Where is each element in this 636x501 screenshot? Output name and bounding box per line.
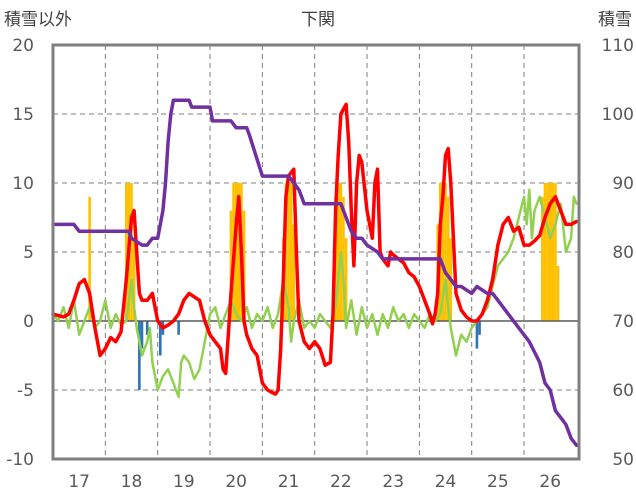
blue-bar	[475, 321, 479, 349]
y-left-tick-label: 20	[12, 36, 34, 56]
x-tick-label: 18	[121, 472, 143, 492]
orange-bar	[130, 183, 133, 321]
orange-bar	[344, 238, 348, 321]
orange-bar	[548, 183, 552, 321]
orange-bar	[556, 265, 560, 321]
y-left-tick-label: 5	[23, 243, 34, 263]
green-line	[51, 188, 578, 399]
blue-bar	[177, 321, 180, 335]
plot-frame	[51, 43, 581, 461]
y-left-tick-label: 10	[12, 174, 34, 194]
y-right-tick-label: 70	[612, 312, 634, 332]
orange-bar	[342, 196, 345, 321]
orange-bar	[543, 183, 547, 321]
blue-bar-series	[138, 321, 481, 390]
orange-bar	[292, 224, 296, 321]
x-tick-label: 24	[435, 472, 457, 492]
red-line	[51, 102, 579, 396]
orange-bar	[441, 183, 445, 321]
x-tick-label: 25	[487, 472, 509, 492]
orange-bar	[444, 183, 447, 321]
y-left-tick-label: -10	[6, 450, 34, 470]
x-ticks: 17 18 19 20 21 22 23 24 25 26	[68, 472, 561, 492]
orange-bar	[289, 183, 293, 321]
line-series	[51, 98, 579, 447]
y-right-tick-label: 60	[612, 381, 634, 401]
blue-bar	[478, 321, 481, 335]
y-right-ticks: 110 100 90 80 70 60 50	[602, 36, 634, 470]
y-left-tick-label: 15	[12, 105, 34, 125]
y-left-axis-label: 積雪以外	[4, 10, 72, 30]
orange-bar	[287, 183, 290, 321]
chart-title: 下関	[301, 10, 335, 30]
y-left-tick-label: -5	[17, 381, 34, 401]
orange-bar	[88, 196, 91, 321]
x-tick-label: 22	[330, 472, 352, 492]
orange-bar	[234, 183, 238, 321]
x-tick-label: 21	[278, 472, 300, 492]
y-left-tick-label: 0	[23, 312, 34, 332]
y-right-tick-label: 50	[612, 450, 634, 470]
orange-bar	[554, 183, 557, 321]
orange-bar	[124, 183, 128, 321]
orange-bar	[446, 196, 450, 321]
y-right-tick-label: 90	[612, 174, 634, 194]
blue-bar	[140, 321, 144, 349]
y-right-axis-label: 積雪	[598, 10, 632, 30]
y-right-tick-label: 80	[612, 243, 634, 263]
blue-bar	[145, 321, 149, 335]
grid	[52, 45, 579, 459]
orange-bar	[551, 183, 555, 321]
orange-bar	[132, 238, 136, 321]
orange-bar	[336, 183, 340, 321]
x-tick-label: 19	[173, 472, 195, 492]
blue-bar	[138, 321, 141, 390]
y-left-ticks: 20 15 10 5 0 -5 -10	[6, 36, 34, 470]
x-tick-label: 20	[225, 472, 247, 492]
orange-bar	[546, 183, 549, 321]
y-right-tick-label: 110	[602, 36, 634, 56]
blue-bar	[158, 321, 162, 356]
x-tick-label: 17	[68, 472, 90, 492]
x-tick-label: 23	[382, 472, 404, 492]
y-right-tick-label: 100	[602, 105, 634, 125]
orange-bar	[541, 196, 544, 321]
orange-bar	[242, 210, 246, 321]
purple-line	[51, 98, 579, 447]
orange-bar	[237, 183, 241, 321]
plot-border	[51, 43, 581, 461]
orange-bar	[229, 210, 233, 321]
x-tick-label: 26	[539, 472, 561, 492]
